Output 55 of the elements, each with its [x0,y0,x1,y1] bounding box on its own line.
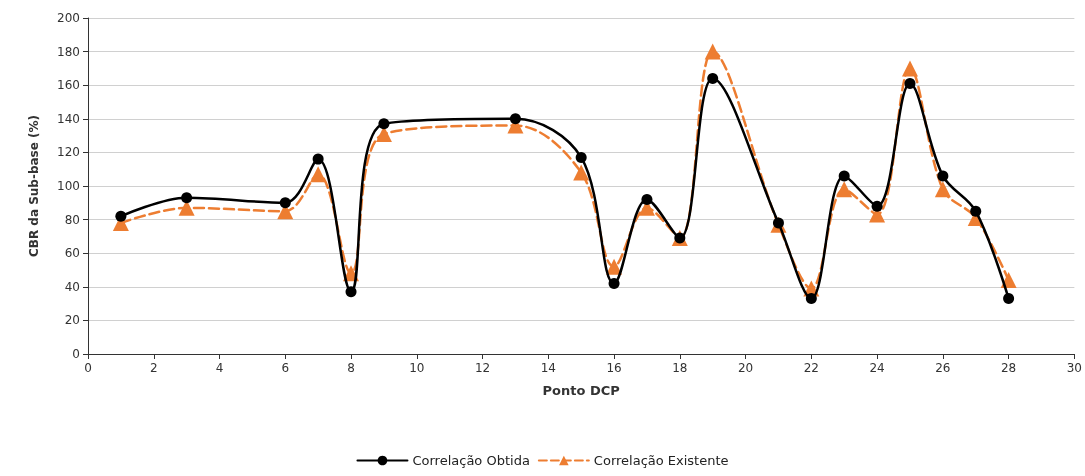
x-tick-label: 10 [409,361,425,375]
point [838,170,850,182]
point [805,293,817,305]
point [904,78,916,90]
point [704,43,721,60]
point [641,193,653,205]
y-tick-label: 20 [64,313,80,328]
x-tick-label: 30 [1066,361,1083,375]
x-tick-label: 16 [606,361,622,375]
y-tick-label: 200 [57,11,80,25]
x-tick-label: 0 [84,361,92,375]
x-tick-label: 20 [737,361,754,375]
y-tick-label: 120 [57,145,80,160]
point [1003,293,1015,305]
point [345,286,357,298]
point [901,60,918,77]
x-tick-label: 12 [474,361,491,375]
point [509,113,521,125]
x-tick-label: 24 [869,361,885,375]
x-tick-label: 22 [803,361,819,375]
point [575,151,587,163]
point [934,181,951,198]
point [608,277,620,289]
y-tick-label: 100 [57,179,80,193]
x-tick-label: 6 [281,361,290,375]
y-tick-label: 40 [64,279,80,294]
x-tick-label: 28 [1000,361,1017,375]
x-axis-title: Ponto DCP [542,383,620,398]
point [707,72,719,84]
point [970,205,982,217]
point [378,118,390,130]
y-tick-label: 0 [72,347,80,361]
y-tick-label: 180 [57,44,80,59]
x-tick-label: 4 [215,361,224,375]
point [836,181,853,198]
y-tick-label: 140 [57,111,80,126]
point [181,192,193,204]
point [312,153,324,165]
y-tick-label: 60 [64,246,80,261]
point [310,166,327,183]
point [279,197,291,209]
y-tick-label: 80 [64,212,80,227]
point [937,170,949,182]
x-tick-label: 18 [672,361,688,375]
x-tick-label: 14 [540,361,556,375]
x-tick-label: 8 [347,361,355,375]
point [573,164,590,181]
x-tick-label: 2 [149,361,158,375]
y-axis-title: CBR da Sub-base (%) [27,114,41,258]
point [115,210,127,222]
legend-label: Correlação Existente [593,453,729,468]
x-tick-label: 26 [935,361,951,375]
legend-label: Correlação Obtida [412,453,530,468]
y-tick-label: 160 [57,78,80,93]
point [871,200,883,212]
